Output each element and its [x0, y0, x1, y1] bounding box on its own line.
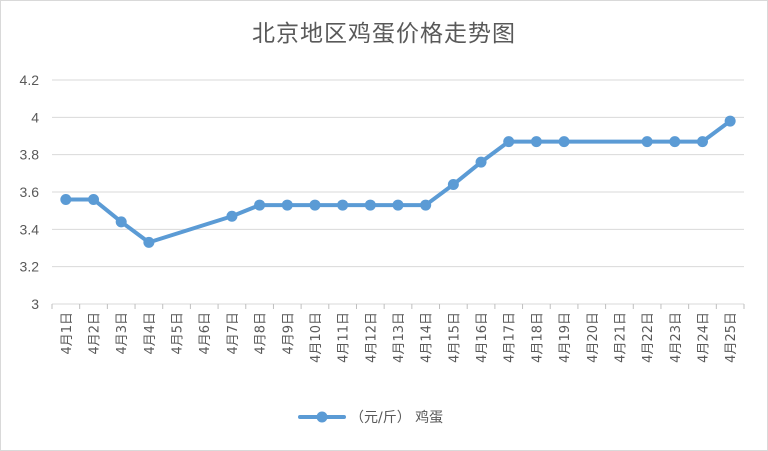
- x-tick-label: 4月25日: [724, 312, 739, 363]
- data-point: [641, 136, 653, 148]
- y-tick-label: 3.2: [20, 259, 40, 275]
- data-point: [530, 136, 542, 148]
- x-tick-label: 4月7日: [226, 312, 241, 355]
- x-tick-label: 4月8日: [254, 312, 269, 355]
- data-point: [309, 199, 321, 211]
- x-tick-label: 4月19日: [558, 312, 573, 363]
- x-tick-label: 4月6日: [198, 312, 213, 355]
- data-point: [420, 199, 432, 211]
- x-tick-label: 4月23日: [669, 312, 684, 363]
- data-point: [337, 199, 349, 211]
- y-tick-label: 3.8: [20, 147, 40, 163]
- y-tick-label: 3: [31, 296, 39, 312]
- y-tick-label: 3.4: [20, 221, 40, 237]
- x-tick-label: 4月16日: [475, 312, 490, 363]
- x-tick-label: 4月12日: [364, 312, 379, 363]
- data-point: [143, 236, 155, 248]
- data-point: [88, 193, 100, 205]
- data-point: [696, 136, 708, 148]
- data-point: [364, 199, 376, 211]
- x-tick-label: 4月22日: [641, 312, 656, 363]
- x-tick-label: 4月20日: [586, 312, 601, 363]
- x-tick-label: 4月1日: [60, 312, 75, 355]
- legend-label: （元/斤） 鸡蛋: [350, 409, 443, 426]
- x-tick-label: 4月13日: [392, 312, 407, 363]
- y-tick-label: 4.2: [20, 72, 40, 88]
- chart-title: 北京地区鸡蛋价格走势图: [252, 21, 516, 47]
- data-point: [475, 156, 487, 168]
- x-tick-label: 4月24日: [696, 312, 711, 363]
- x-tick-label: 4月17日: [503, 312, 518, 363]
- data-point: [254, 199, 266, 211]
- y-tick-label: 3.6: [20, 184, 40, 200]
- data-point: [392, 199, 404, 211]
- x-tick-label: 4月15日: [447, 312, 462, 363]
- x-axis: 4月1日 4月2日 4月3日 4月4日 4月5日 4月6日 4月7日 4月8日 4月9日 4月10…: [51, 304, 745, 363]
- data-point: [281, 199, 293, 211]
- x-tick-label: 4月4日: [143, 312, 158, 355]
- data-point: [115, 216, 127, 228]
- data-point: [503, 136, 515, 148]
- x-tick-label: 4月14日: [420, 312, 435, 363]
- gridlines: [52, 79, 744, 305]
- x-tick-label: 4月2日: [88, 312, 103, 355]
- x-tick-label: 4月18日: [530, 312, 545, 363]
- data-point: [447, 179, 459, 191]
- x-tick-label: 4月11日: [337, 312, 352, 363]
- x-tick-label: 4月9日: [281, 312, 296, 355]
- x-tick-label: 4月5日: [171, 312, 186, 355]
- y-axis: 3 3.2 3.4 3.6 3.8 4 4.2: [20, 72, 40, 312]
- series-line: [63, 119, 733, 245]
- data-point: [558, 136, 570, 148]
- series-layer: [60, 115, 736, 248]
- y-tick-label: 4: [31, 109, 39, 125]
- data-point: [724, 115, 736, 127]
- x-tick-label: 4月3日: [115, 312, 130, 355]
- data-point: [669, 136, 681, 148]
- x-tick-label: 4月10日: [309, 312, 324, 363]
- x-tick-label: 4月21日: [613, 312, 628, 363]
- legend-dot-marker: [316, 411, 328, 423]
- legend: （元/斤） 鸡蛋: [298, 409, 443, 426]
- data-point: [226, 210, 238, 222]
- data-point: [60, 193, 72, 205]
